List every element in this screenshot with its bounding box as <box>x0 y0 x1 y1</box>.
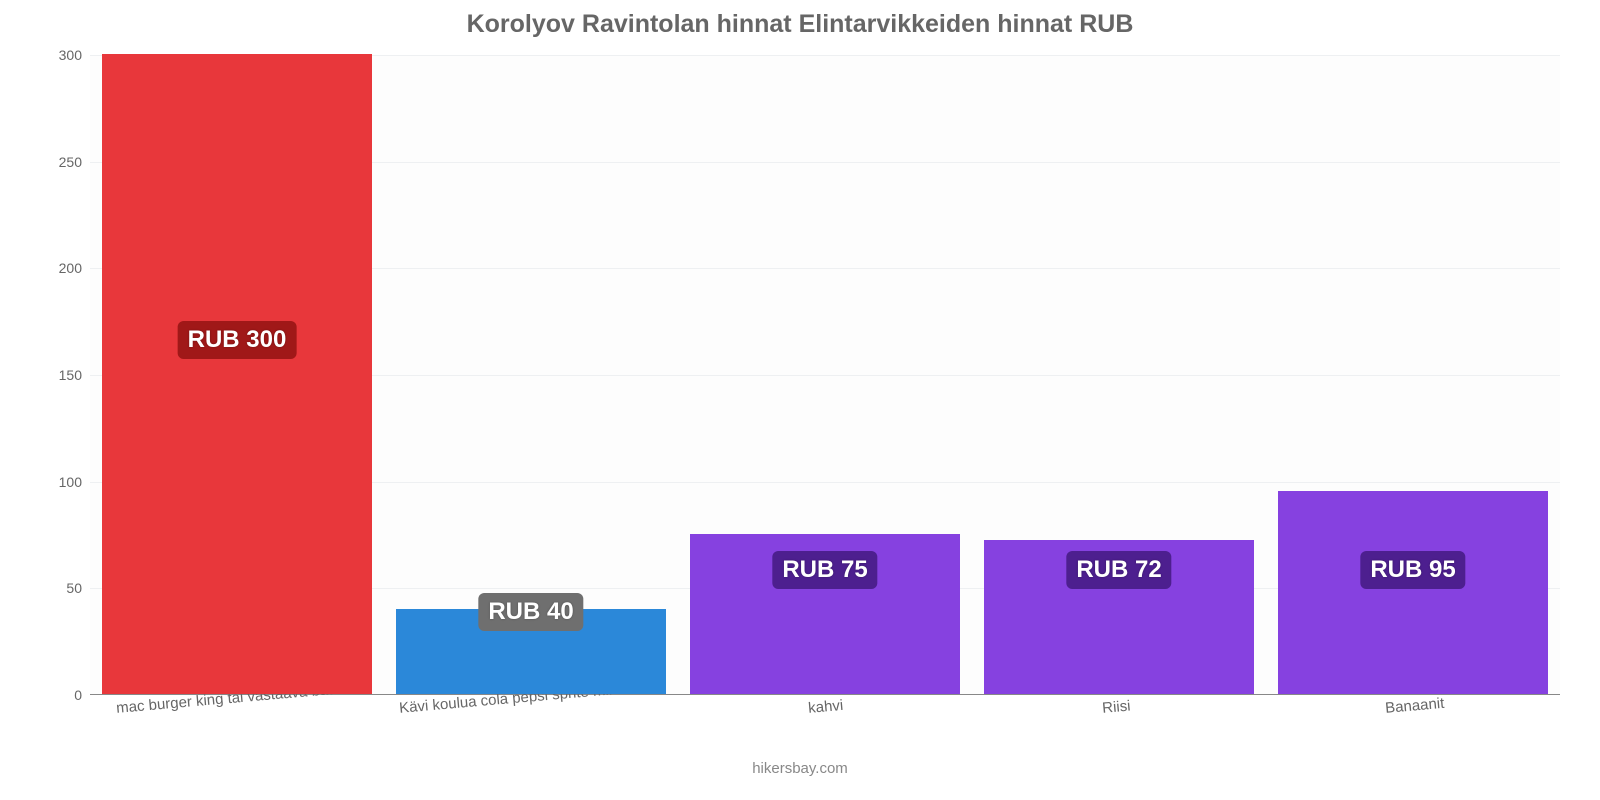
plot-area: 050100150200250300RUB 300mac burger king… <box>90 55 1560 695</box>
value-badge: RUB 75 <box>772 551 877 589</box>
bar <box>102 54 372 694</box>
value-badge: RUB 300 <box>178 321 297 359</box>
attribution-text: hikersbay.com <box>752 760 848 777</box>
y-tick-label: 100 <box>59 474 90 490</box>
y-tick-label: 0 <box>74 687 90 703</box>
y-tick-label: 150 <box>59 367 90 383</box>
x-tick-label: Banaanit <box>1385 695 1445 717</box>
y-tick-label: 300 <box>59 47 90 63</box>
x-tick-label: kahvi <box>808 697 844 717</box>
bar <box>1278 491 1548 694</box>
price-bar-chart: Korolyov Ravintolan hinnat Elintarvikkei… <box>0 0 1600 800</box>
value-badge: RUB 40 <box>478 593 583 631</box>
y-tick-label: 200 <box>59 260 90 276</box>
value-badge: RUB 95 <box>1360 551 1465 589</box>
chart-title: Korolyov Ravintolan hinnat Elintarvikkei… <box>0 0 1600 39</box>
y-tick-label: 50 <box>66 580 90 596</box>
y-tick-label: 250 <box>59 154 90 170</box>
x-tick-label: Riisi <box>1102 698 1132 717</box>
value-badge: RUB 72 <box>1066 551 1171 589</box>
